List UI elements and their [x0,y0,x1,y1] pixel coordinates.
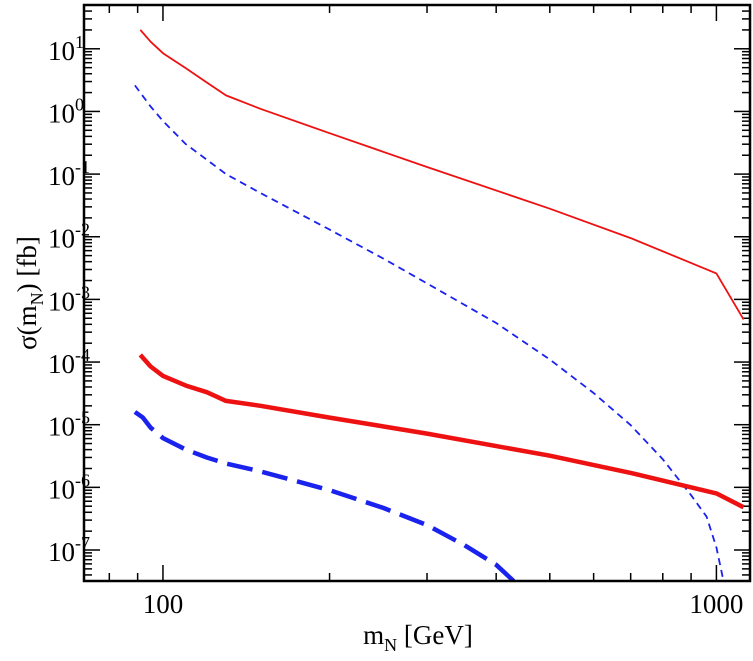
series-blue-thin-dashed [134,84,725,581]
y-tick-labels: 101 100 10-1 10-2 10-3 10-4 10-5 10-6 10-7 [48,32,90,567]
y-tick-label: 10-3 [48,282,90,316]
y-tick-label: 10-6 [48,470,90,504]
series-red-thin-solid [139,29,745,320]
y-tick-label: 10-2 [48,220,90,254]
y-axis-label: σ(mN) [fb] [12,236,47,350]
series-red-thick-solid [138,353,745,510]
y-tick-label: 10-7 [48,533,90,567]
x-tick-label: 100 [143,589,184,619]
x-tick-label: 1000 [689,589,743,619]
series-blue-thick-dashed [133,410,516,581]
y-tick-label: 10-4 [48,345,90,379]
y-tick-label: 101 [48,32,84,66]
y-tick-label: 100 [48,94,84,128]
series-lines [133,29,745,581]
plot-frame [82,3,752,583]
x-tick-labels: 100 1000 [143,589,744,619]
x-axis-label: mN [GeV] [363,620,473,655]
axis-ticks [84,4,750,581]
y-tick-label: 10-5 [48,408,90,442]
y-tick-label: 10-1 [48,157,90,191]
